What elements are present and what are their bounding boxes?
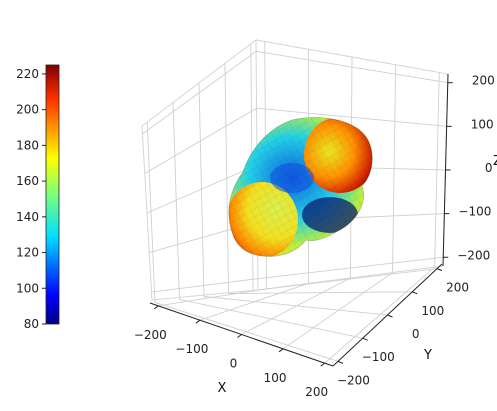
colorbar-gradient [45,64,60,325]
y-tick-label: 0 [412,327,420,341]
y-tick-mark [337,360,344,364]
y-tick-mark [436,268,443,272]
x-tick-label: 200 [305,385,328,399]
y-grid-line [154,301,339,362]
y-wall-grid-line [146,122,156,303]
y-wall-grid-line [172,102,180,300]
colorbar: 80 100 120 140 160 180 200 220 [16,64,60,331]
x-tick-mark [278,348,284,353]
y-tick-label: 200 [446,281,469,295]
surface-plot [228,117,373,257]
left-pane-edge [141,39,259,301]
y-tick-label: −100 [362,350,395,364]
z-axis-label: Z [493,154,497,169]
x-tick-mark [195,319,201,324]
colorbar-tick-label: 140 [16,210,39,224]
y-wall-grid-line [198,82,205,297]
z-grid-line [142,50,448,135]
x-tick-mark [320,362,325,367]
z-grid-line [144,107,447,174]
z-tick-labels: −200 −100 0 100 200 [443,74,495,262]
z-tick-label: 200 [472,74,495,88]
x-axis-label: X [218,381,227,396]
colorbar-tick-labels: 80 100 120 140 160 180 200 220 [16,67,46,331]
x-grid-line [282,272,393,350]
x-tick-label: 0 [230,357,238,371]
x-tick-label: 100 [264,371,287,385]
y-tick-mark [387,314,393,318]
z-grid-line [151,256,444,293]
y-grid-line [203,296,388,316]
z-tick-label: −100 [458,205,491,219]
colorbar-tick-label: 160 [16,174,39,188]
x-grid-line [241,277,351,335]
colorbar-tick-label: 220 [16,67,39,81]
x-tick-mark [237,334,242,338]
surface-mesh [228,117,373,257]
colorbar-tick-label: 200 [16,103,39,117]
colorbar-tick-label: 100 [16,281,39,295]
x-tick-mark [154,305,159,310]
x-tick-label: −100 [175,342,208,356]
z-tick-label: −200 [457,248,490,262]
z-tick-label: 0 [485,161,493,175]
z-tick-label: 100 [471,117,494,131]
x-tick-label: −200 [134,328,167,342]
y-tick-mark [362,337,368,341]
y-axis-label: Y [423,348,432,363]
y-grid-line [253,268,438,292]
y-grid-line [228,291,413,294]
x-tick-labels: −200 −100 0 100 200 [134,305,328,399]
y-tick-label: 100 [421,304,444,318]
y-grid-line [179,299,363,339]
colorbar-tick-label: 120 [16,246,39,260]
x-grid-line [324,266,435,364]
surface-outline [228,117,373,257]
colorbar-tick-label: 180 [16,138,39,152]
y-tick-label: −200 [337,373,370,387]
y-tick-mark [412,291,418,295]
colorbar-tick-label: 80 [24,317,39,331]
